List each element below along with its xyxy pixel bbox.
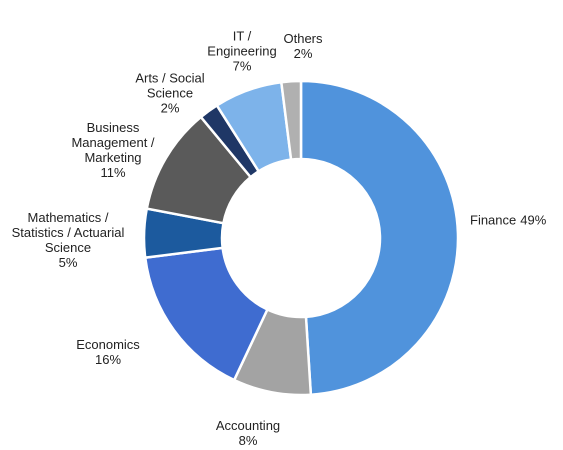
- value-label: 2%: [160, 100, 180, 116]
- value-label: 2%: [293, 46, 313, 61]
- category-label: Arts / Social Science: [135, 70, 205, 101]
- value-label: 49%: [520, 212, 547, 228]
- value-label: 8%: [238, 433, 258, 448]
- slice-label: Others 2%: [273, 31, 333, 61]
- value-label: 7%: [232, 58, 252, 74]
- slice-label: IT / Engineering 7%: [201, 29, 283, 74]
- value-label: 11%: [100, 165, 126, 180]
- category-label: Business Management / Marketing: [71, 120, 155, 165]
- category-label: Others: [283, 31, 323, 46]
- slice-label: Business Management / Marketing 11%: [63, 120, 163, 180]
- category-label: Mathematics / Statistics / Actuarial Sci…: [11, 210, 125, 255]
- value-label: 16%: [94, 352, 122, 367]
- donut-slice: [279, 79, 303, 162]
- slice-label: Economics 16%: [58, 337, 158, 367]
- slice-label: Arts / Social Science 2%: [124, 71, 216, 116]
- donut-slice: [299, 79, 460, 397]
- category-label: Accounting: [215, 418, 281, 433]
- slice-label: Mathematics / Statistics / Actuarial Sci…: [11, 210, 125, 270]
- value-label: 5%: [58, 255, 78, 270]
- category-label: Economics: [76, 337, 140, 352]
- category-label: IT / Engineering: [207, 28, 277, 59]
- category-label: Finance: [470, 212, 517, 228]
- slice-label: Finance 49%: [470, 213, 546, 228]
- slice-label: Accounting 8%: [198, 418, 298, 448]
- donut-slice: [143, 246, 270, 382]
